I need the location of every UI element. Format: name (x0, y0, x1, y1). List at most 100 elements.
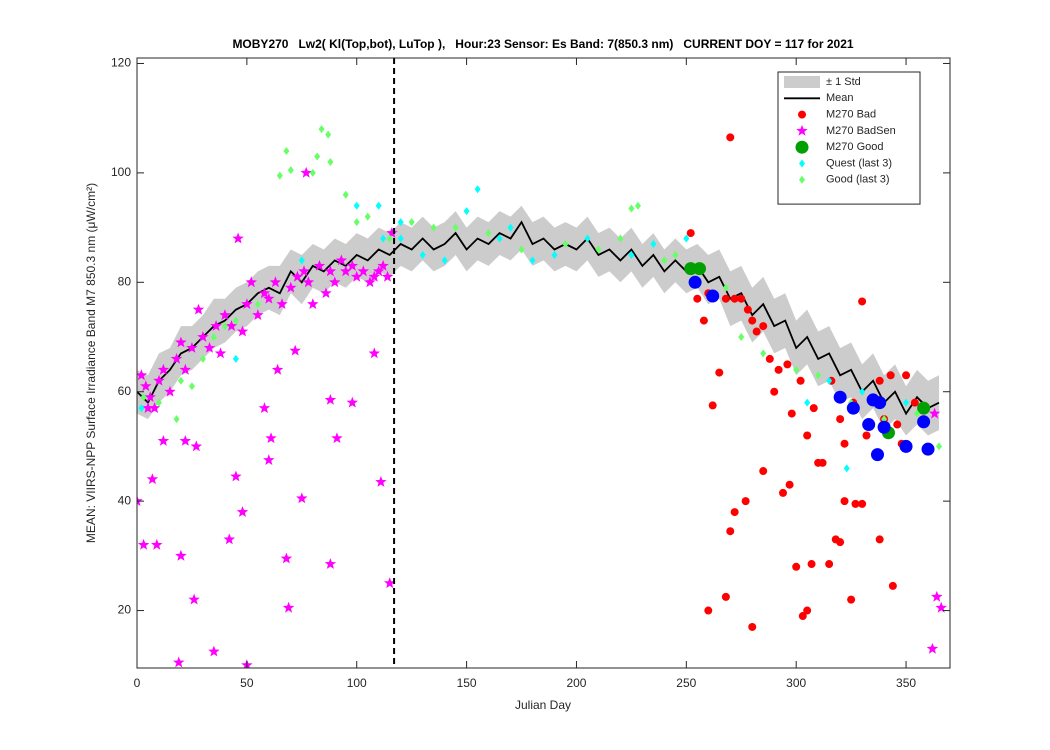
star-marker (280, 552, 293, 564)
circle-marker (726, 527, 735, 536)
y-tick-label: 80 (118, 274, 132, 288)
star-marker (384, 577, 396, 589)
circle-marker (917, 415, 931, 429)
diamond-marker (760, 349, 767, 358)
circle-marker (796, 376, 805, 385)
circle-marker (688, 275, 702, 289)
circle-marker (825, 560, 834, 569)
x-tick-label: 300 (786, 676, 806, 690)
x-tick-label: 200 (566, 676, 586, 690)
star-marker (263, 292, 275, 304)
legend-label: M270 Bad (826, 109, 876, 121)
circle-marker (875, 535, 884, 544)
star-marker (324, 265, 337, 277)
diamond-marker (562, 240, 569, 249)
star-marker (179, 435, 191, 446)
circle-marker (809, 404, 818, 413)
circle-marker (798, 612, 807, 621)
legend-band (784, 76, 820, 88)
diamond-marker (397, 218, 404, 227)
star-marker (935, 601, 947, 613)
star-marker (188, 593, 200, 605)
mean-line (137, 220, 940, 416)
diamond-marker (903, 398, 910, 407)
diamond-marker (283, 147, 290, 156)
star-marker (335, 254, 348, 266)
star-marker (146, 473, 159, 485)
circle-marker (862, 431, 871, 440)
diamond-marker (650, 240, 657, 249)
circle-marker (704, 606, 713, 615)
chart-title: MOBY270 Lw2( Kl(Top,bot), LuTop ), Hour:… (232, 37, 853, 51)
diamond-marker (177, 376, 184, 385)
circle-marker (875, 376, 884, 385)
diamond-marker (793, 365, 800, 374)
circle-marker (847, 595, 856, 604)
x-axis-label: Julian Day (515, 698, 571, 712)
star-marker (223, 533, 235, 545)
star-marker (265, 432, 277, 444)
circle-marker (902, 371, 911, 380)
star-marker (192, 303, 205, 315)
diamond-marker (914, 409, 921, 418)
star-marker (170, 352, 183, 364)
star-marker (375, 476, 387, 487)
star-marker (232, 232, 244, 244)
diamond-marker (314, 152, 321, 161)
legend-label: M270 Good (826, 141, 883, 153)
star-marker (148, 402, 161, 413)
star-marker (340, 265, 352, 277)
circle-marker (693, 294, 702, 303)
circle-marker (721, 592, 730, 601)
diamond-marker (617, 234, 624, 243)
diamond-marker (254, 300, 261, 309)
star-marker (175, 549, 187, 561)
legend-label: Mean (826, 92, 854, 104)
diamond-marker (380, 234, 387, 243)
legend-label: Quest (last 3) (826, 157, 892, 169)
star-marker (175, 336, 187, 348)
circle-marker (726, 133, 735, 142)
circle-marker (741, 497, 750, 506)
diamond-marker (485, 229, 492, 238)
star-marker (324, 558, 337, 569)
star-marker (928, 407, 941, 419)
diamond-marker (199, 354, 206, 363)
star-marker (298, 265, 310, 277)
diamond-marker (232, 354, 239, 363)
diamond-marker (683, 234, 690, 243)
circle-marker (699, 316, 708, 325)
axes-box (136, 57, 951, 669)
star-marker (153, 374, 165, 386)
star-marker (331, 432, 343, 444)
circle-marker (873, 396, 887, 410)
circle-marker (851, 499, 860, 508)
circle-marker (737, 294, 746, 303)
diamond-marker (188, 382, 195, 391)
circle-marker (770, 387, 779, 396)
circle-marker (759, 322, 768, 331)
diamond-marker (463, 207, 470, 216)
diamond-marker (309, 168, 316, 177)
circle-marker (807, 560, 816, 569)
diamond-marker (375, 201, 382, 210)
circle-marker (792, 562, 801, 571)
star-marker (386, 227, 398, 238)
star-marker (289, 344, 301, 356)
diamond-marker (452, 223, 459, 232)
star-marker (236, 506, 249, 517)
diamond-marker (518, 245, 525, 254)
circle-marker (783, 360, 792, 369)
diamond-marker (628, 250, 635, 259)
circle-marker (833, 390, 847, 404)
diamond-marker (584, 234, 591, 243)
star-marker (258, 402, 271, 413)
circle-marker (921, 442, 935, 456)
star-marker (258, 287, 271, 299)
star-marker (364, 276, 376, 288)
circle-marker (917, 401, 931, 415)
star-marker (329, 276, 341, 288)
star-marker (142, 402, 154, 413)
circle-marker (730, 294, 739, 303)
